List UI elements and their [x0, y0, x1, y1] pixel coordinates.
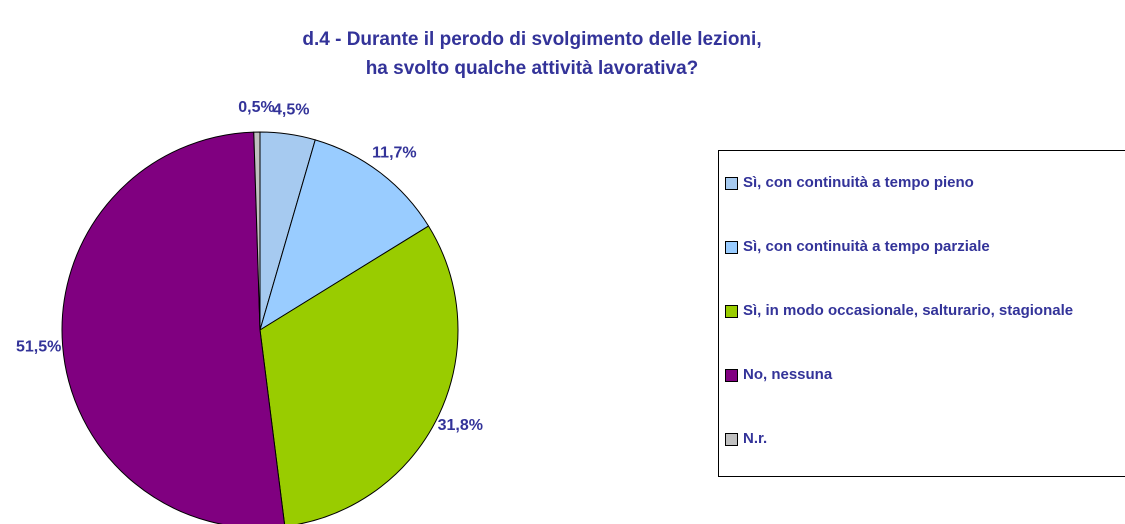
pie-slice — [259, 225, 459, 524]
data-label: 0,5% — [238, 99, 274, 116]
legend-label: Sì, con continuità a tempo parziale — [743, 238, 990, 255]
pie-slice — [61, 131, 286, 524]
legend-swatch — [725, 304, 738, 318]
legend-label: N.r. — [743, 430, 768, 447]
data-label: 31,8% — [438, 417, 483, 434]
legend-label: Sì, con continuità a tempo pieno — [743, 174, 974, 191]
data-label: 51,5% — [16, 339, 61, 356]
legend-swatch — [725, 368, 738, 382]
legend-swatch — [725, 432, 738, 446]
pie-slice — [253, 131, 261, 331]
legend-swatch — [725, 240, 738, 254]
chart-title: ha svolto qualche attività lavorativa? — [366, 58, 699, 79]
data-label: 11,7% — [372, 145, 416, 162]
legend-label: Sì, in modo occasionale, salturario, sta… — [743, 302, 1074, 319]
legend-item: No, nessuna — [719, 343, 1125, 407]
chart-title: d.4 - Durante il perodo di svolgimento d… — [302, 29, 761, 50]
data-label: 4,5% — [273, 101, 309, 118]
legend-item: Sì, con continuità a tempo parziale — [719, 215, 1125, 279]
legend: Sì, con continuità a tempo pieno Sì, con … — [718, 150, 1125, 477]
legend-label: No, nessuna — [743, 366, 833, 383]
legend-item: Sì, con continuità a tempo pieno — [719, 151, 1125, 215]
pie-slice — [259, 139, 430, 332]
legend-item: Sì, in modo occasionale, salturario, sta… — [719, 279, 1125, 343]
legend-item: N.r. — [719, 407, 1125, 471]
legend-swatch — [725, 176, 738, 190]
